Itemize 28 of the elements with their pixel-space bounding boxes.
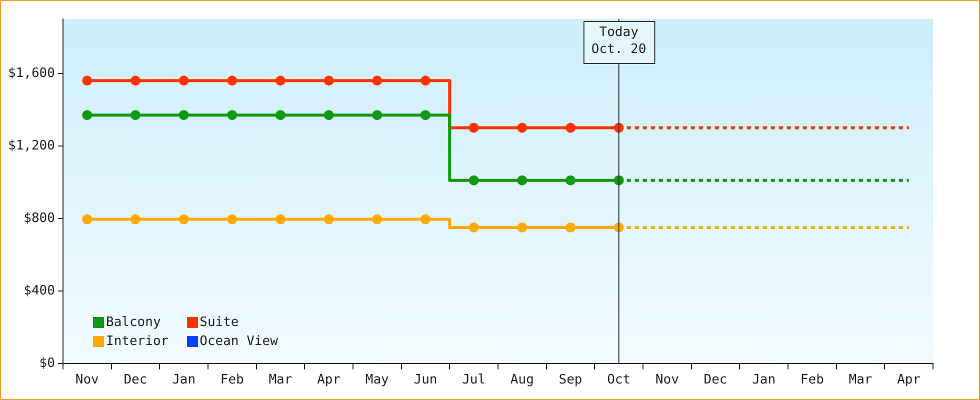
y-tick-label: $800 <box>24 210 55 226</box>
x-tick-label: Nov <box>655 372 680 388</box>
legend-label: Ocean View <box>200 334 278 349</box>
x-tick-label: Nov <box>75 372 100 388</box>
y-tick-label: $400 <box>24 283 55 298</box>
x-tick-label: May <box>365 372 390 388</box>
x-tick-label: Feb <box>220 372 244 388</box>
x-tick-label: Oct <box>607 372 631 388</box>
x-tick-label: Mar <box>848 372 872 388</box>
ref-line-label: Today Oct. 20 <box>591 24 646 57</box>
x-tick-label: Jun <box>414 372 438 388</box>
x-tick-label: Jan <box>172 372 196 388</box>
x-tick-label: Apr <box>317 372 341 388</box>
y-tick-label: $1,200 <box>8 138 55 154</box>
x-tick-label: Sep <box>558 372 582 388</box>
x-tick-label: Dec <box>124 372 148 388</box>
legend-label: Balcony <box>106 315 161 330</box>
legend-label: Interior <box>106 334 169 349</box>
legend-label: Suite <box>200 315 239 330</box>
x-tick-label: Aug <box>510 372 534 388</box>
y-tick-label: $0 <box>39 356 55 371</box>
x-tick-label: Mar <box>268 372 292 388</box>
y-tick-label: $1,600 <box>8 66 55 81</box>
x-tick-label: Feb <box>800 372 824 388</box>
x-tick-label: Dec <box>704 372 728 388</box>
x-tick-label: Apr <box>897 372 921 388</box>
x-tick-label: Jul <box>462 372 486 388</box>
x-tick-label: Jan <box>752 372 776 388</box>
